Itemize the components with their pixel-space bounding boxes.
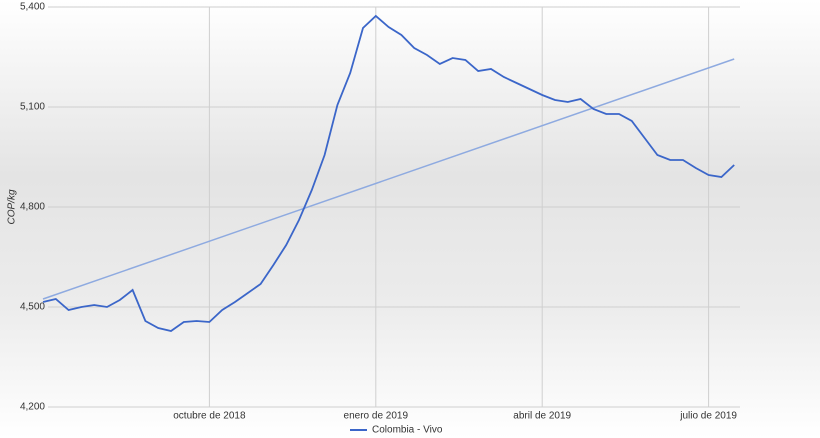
y-tick-label: 4,800 (20, 202, 45, 213)
x-tick-label: julio de 2019 (679, 411, 737, 422)
y-tick-label: 5,100 (20, 102, 45, 113)
legend-label: Colombia - Vivo (372, 425, 443, 436)
trend-line (42, 58, 735, 300)
y-tick-label: 4,500 (20, 302, 45, 313)
x-tick-label: enero de 2019 (344, 411, 409, 422)
x-tick-label: octubre de 2018 (173, 411, 246, 422)
x-tick-label: abril de 2019 (513, 411, 571, 422)
y-tick-label: 5,400 (20, 2, 45, 13)
y-tick-label: 4,200 (20, 402, 45, 413)
data-line (42, 14, 735, 332)
y-axis-label: COP/kg (7, 189, 18, 224)
